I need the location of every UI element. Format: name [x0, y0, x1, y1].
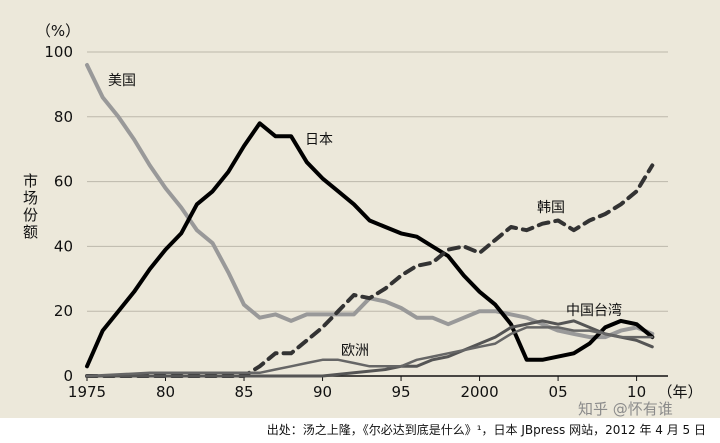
- x-tick-label: 90: [313, 383, 332, 401]
- series-label-korea: 韩国: [537, 200, 565, 216]
- x-tick-label: 95: [392, 383, 411, 401]
- source-note: 出处：汤之上隆，《尔必达到底是什么》¹，日本 JBpress 网站，2012 年…: [0, 418, 720, 443]
- x-tick-label: 2000: [460, 383, 498, 401]
- series-line-europe: [85, 326, 654, 378]
- x-tick-label: 85: [234, 383, 253, 401]
- y-tick-label: 0: [63, 367, 73, 385]
- y-tick-label: 40: [54, 237, 73, 255]
- x-tick-label: 1975: [68, 383, 106, 401]
- x-tick-label: 05: [549, 383, 568, 401]
- series-line-korea: [85, 163, 655, 378]
- x-tick-label: 80: [156, 383, 175, 401]
- series-label-japan: 日本: [305, 132, 333, 148]
- x-tick-label: 10: [627, 383, 646, 401]
- y-tick-label: 60: [54, 173, 73, 191]
- gridlines: [87, 51, 668, 312]
- y-tick-label: 20: [54, 302, 73, 320]
- y-tick-label: 100: [44, 43, 73, 61]
- series-label-taiwan: 中国台湾: [566, 302, 622, 319]
- x-unit-label: （年）: [657, 383, 702, 401]
- y-tick-label: 80: [54, 108, 73, 126]
- y-axis-title: 市场份额: [23, 172, 38, 241]
- series-label-usa: 美国: [108, 73, 136, 89]
- watermark: 知乎 @怀有谁: [578, 400, 673, 418]
- series-line-taiwan: [85, 319, 654, 378]
- series-lines: [85, 63, 655, 378]
- series-label-europe: 欧洲: [341, 343, 369, 359]
- series-line-japan: [85, 121, 655, 369]
- y-unit-label: （%）: [36, 22, 80, 40]
